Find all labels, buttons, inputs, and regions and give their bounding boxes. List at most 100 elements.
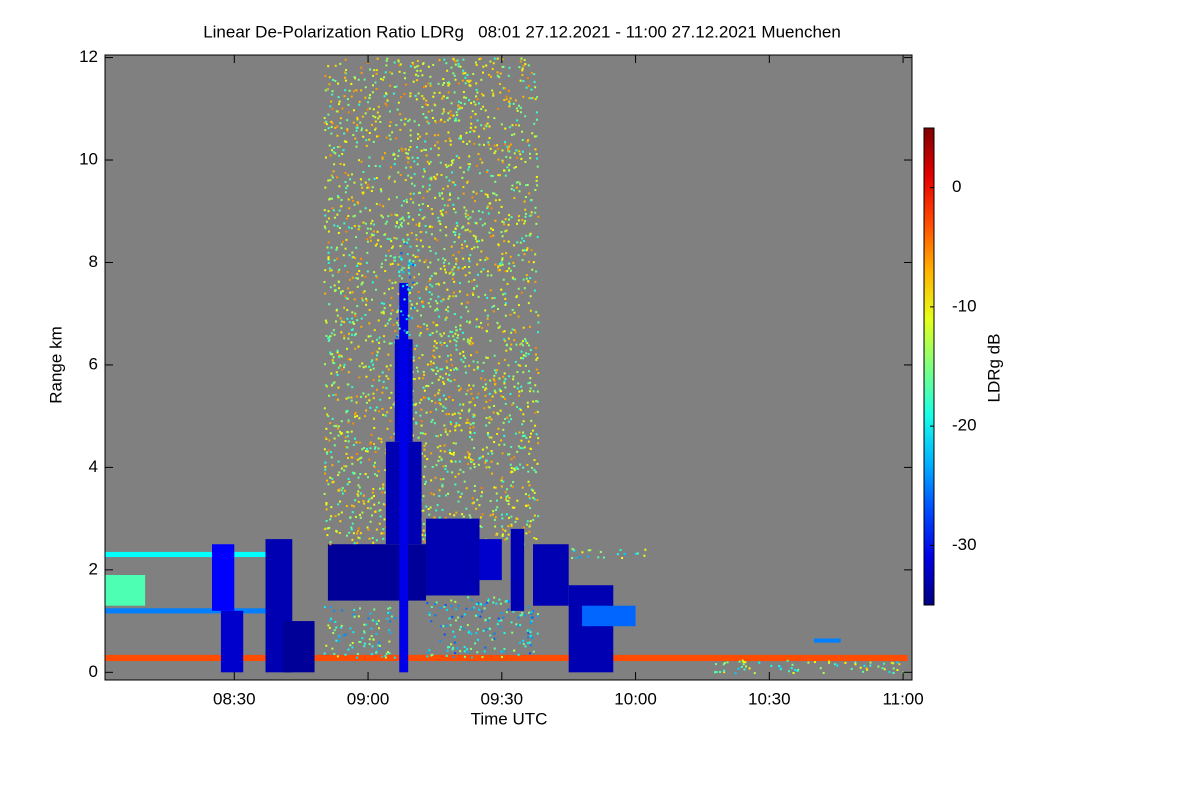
speckle — [335, 371, 338, 374]
speckle — [498, 388, 501, 391]
speckle — [478, 240, 481, 243]
speckle — [442, 110, 445, 113]
speckle — [441, 192, 444, 195]
speckle — [616, 553, 619, 556]
speckle — [493, 152, 496, 155]
speckle — [515, 107, 518, 110]
speckle — [347, 174, 350, 177]
speckle — [508, 144, 511, 147]
speckle — [325, 120, 328, 123]
speckle — [445, 366, 448, 369]
speckle — [519, 153, 522, 156]
speckle — [527, 440, 530, 443]
speckle — [445, 494, 448, 497]
speckle — [505, 499, 508, 502]
speckle — [454, 183, 457, 186]
speckle — [493, 596, 496, 599]
speckle — [361, 511, 364, 514]
speckle — [449, 330, 452, 333]
speckle — [341, 368, 344, 371]
speckle — [323, 209, 326, 212]
speckle — [463, 96, 466, 99]
speckle — [375, 69, 378, 72]
speckle — [356, 319, 359, 322]
speckle — [328, 303, 331, 306]
speckle — [726, 661, 729, 664]
speckle — [344, 171, 347, 174]
speckle — [379, 398, 382, 401]
speckle — [371, 645, 374, 648]
speckle — [434, 603, 437, 606]
speckle — [493, 374, 496, 377]
speckle — [397, 309, 400, 312]
speckle — [473, 368, 476, 371]
speckle — [470, 247, 473, 250]
speckle — [361, 186, 364, 189]
speckle — [459, 101, 462, 104]
speckle — [366, 448, 369, 451]
speckle — [329, 335, 332, 338]
speckle — [395, 196, 398, 199]
speckle — [346, 457, 349, 460]
speckle — [408, 259, 411, 262]
speckle — [451, 648, 454, 651]
speckle — [519, 241, 522, 244]
speckle — [526, 463, 529, 466]
speckle — [523, 253, 526, 256]
speckle — [467, 280, 470, 283]
speckle — [474, 642, 477, 645]
speckle — [522, 326, 525, 329]
speckle — [501, 528, 504, 531]
speckle — [371, 186, 374, 189]
speckle — [355, 395, 358, 398]
speckle — [487, 205, 490, 208]
speckle — [389, 317, 392, 320]
speckle — [333, 609, 336, 612]
speckle — [406, 283, 409, 286]
speckle — [481, 224, 484, 227]
speckle — [406, 156, 409, 159]
speckle — [509, 143, 512, 146]
speckle — [455, 424, 458, 427]
speckle — [366, 183, 369, 186]
speckle — [324, 465, 327, 468]
speckle — [475, 222, 478, 225]
speckle — [395, 124, 398, 127]
speckle — [399, 63, 402, 66]
speckle — [400, 204, 403, 207]
speckle — [410, 176, 413, 179]
speckle — [359, 492, 362, 495]
speckle — [382, 386, 385, 389]
speckle — [507, 608, 510, 611]
speckle — [385, 652, 388, 655]
speckle — [411, 61, 414, 64]
speckle — [502, 375, 505, 378]
speckle — [483, 407, 486, 410]
speckle — [507, 89, 510, 92]
speckle — [421, 95, 424, 98]
speckle — [327, 449, 330, 452]
cell — [105, 574, 146, 606]
speckle — [468, 342, 471, 345]
speckle — [367, 335, 370, 338]
speckle — [449, 624, 452, 627]
speckle — [501, 220, 504, 223]
speckle — [447, 199, 450, 202]
speckle — [480, 486, 483, 489]
speckle — [352, 422, 355, 425]
speckle — [378, 375, 381, 378]
speckle — [496, 623, 499, 626]
speckle — [530, 214, 533, 217]
speckle — [537, 372, 540, 375]
speckle — [344, 58, 347, 61]
speckle — [386, 237, 389, 240]
speckle — [368, 399, 371, 402]
speckle — [522, 434, 525, 437]
speckle — [484, 388, 487, 391]
speckle — [334, 79, 337, 82]
speckle — [335, 425, 338, 428]
speckle — [504, 600, 507, 603]
speckle — [529, 631, 532, 634]
speckle — [327, 257, 330, 260]
speckle — [397, 324, 400, 327]
